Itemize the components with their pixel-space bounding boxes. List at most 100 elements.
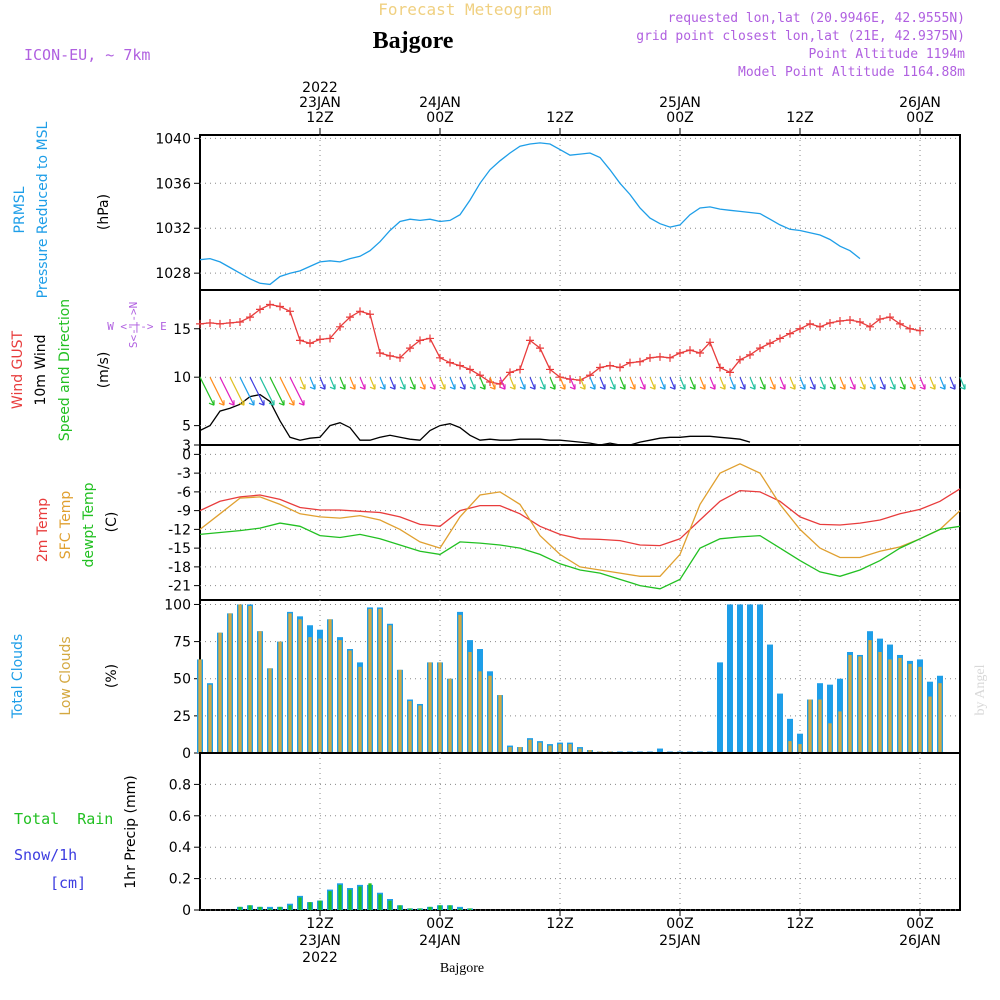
precip-ytick-label: 0.2 bbox=[169, 872, 191, 888]
wind-arrow bbox=[559, 376, 566, 390]
gust-marker bbox=[846, 316, 854, 325]
wind-arrow bbox=[839, 376, 846, 390]
temp-label-2: dewpt Temp bbox=[81, 482, 97, 567]
gust-marker bbox=[796, 324, 804, 333]
wind-arrow bbox=[709, 376, 716, 390]
wind-arrow bbox=[469, 376, 476, 390]
gust-marker bbox=[676, 348, 684, 357]
series-2m-temp bbox=[199, 488, 961, 547]
wind-arrow bbox=[199, 376, 215, 406]
gust-marker bbox=[766, 339, 774, 348]
gust-marker bbox=[416, 336, 424, 345]
gust-marker bbox=[466, 365, 474, 374]
model-altitude: Model Point Altitude 1164.88m bbox=[738, 65, 965, 80]
plot-layer: 1028 1032 1036 1040 3 5 10 15 -21 -18 -15 -12 -9 -6 -3… bbox=[155, 80, 966, 966]
bottom-time-label: 12Z bbox=[786, 916, 813, 932]
model-label: ICON-EU, ~ 7km bbox=[24, 46, 150, 64]
wind-arrow bbox=[439, 376, 446, 390]
wind-arrow-head bbox=[819, 384, 826, 390]
bar-low-clouds bbox=[588, 750, 592, 753]
wind-arrow bbox=[209, 376, 225, 406]
bar-low-clouds bbox=[938, 683, 942, 753]
gust-marker bbox=[656, 352, 664, 361]
wind-arrow bbox=[309, 376, 316, 390]
bar-snow-1h bbox=[308, 902, 312, 910]
wind-ytick-label: 10 bbox=[173, 370, 191, 386]
bar-low-clouds bbox=[348, 650, 352, 753]
wind-arrow bbox=[259, 376, 275, 406]
wind-arrow bbox=[909, 376, 916, 390]
wind-arrow bbox=[859, 376, 866, 390]
wind-arrow-head bbox=[258, 400, 265, 406]
temperature-frame bbox=[199, 444, 961, 601]
wind-arrow bbox=[929, 376, 936, 390]
bar-low-clouds bbox=[858, 656, 862, 753]
cloud-unit: (%) bbox=[104, 664, 120, 688]
bar-low-clouds bbox=[228, 613, 232, 753]
bar-low-clouds bbox=[888, 659, 892, 753]
wind-arrow-head bbox=[779, 384, 786, 390]
wind-arrow-head bbox=[449, 384, 456, 390]
wind-arrow bbox=[779, 376, 786, 390]
wind-arrow bbox=[299, 376, 306, 390]
bar-low-clouds bbox=[578, 748, 582, 753]
series-10m-wind bbox=[199, 393, 751, 446]
wind-arrow-head bbox=[369, 384, 376, 390]
gust-marker bbox=[216, 319, 224, 328]
top-time-label: 12Z bbox=[786, 110, 813, 126]
wind-arrow-head bbox=[519, 384, 526, 390]
gust-marker bbox=[506, 368, 514, 377]
gust-marker bbox=[686, 346, 694, 355]
gust-marker bbox=[826, 318, 834, 327]
wind-arrow bbox=[939, 376, 946, 390]
bar-low-clouds bbox=[338, 640, 342, 753]
wind-arrow bbox=[749, 376, 756, 390]
wind-arrow-head bbox=[399, 384, 406, 390]
gust-marker bbox=[606, 361, 614, 370]
precip-label-2: [cm] bbox=[50, 874, 86, 892]
clouds-ytick-label: 0 bbox=[182, 746, 191, 762]
pressure-ytick-label: 1036 bbox=[155, 176, 191, 192]
top-time-label: 12Z bbox=[546, 110, 573, 126]
gust-marker bbox=[446, 358, 454, 367]
bar-low-clouds bbox=[488, 675, 492, 753]
top-time-label: 12Z bbox=[306, 110, 333, 126]
bar-snow-1h bbox=[278, 906, 282, 910]
precip-labels: Total Rain Snow/1h [cm] 1hr Precip (mm) bbox=[14, 775, 139, 892]
wind-arrow bbox=[419, 376, 426, 390]
bottom-time-label: 12Z bbox=[306, 916, 333, 932]
series-wind-gust bbox=[199, 303, 921, 385]
gust-marker bbox=[536, 344, 544, 353]
bar-low-clouds bbox=[238, 604, 242, 753]
wind-arrow bbox=[329, 376, 336, 390]
wind-arrow-head bbox=[619, 384, 626, 390]
clouds-ytick-label: 100 bbox=[164, 597, 191, 613]
gust-marker bbox=[226, 318, 234, 327]
gust-marker bbox=[356, 307, 364, 316]
bar-low-clouds bbox=[418, 705, 422, 753]
wind-arrow bbox=[619, 376, 626, 390]
clouds-ytick-label: 25 bbox=[173, 709, 191, 725]
bar-total-clouds bbox=[757, 604, 763, 753]
gust-marker bbox=[296, 336, 304, 345]
bar-low-clouds bbox=[438, 662, 442, 753]
wind-arrow-head bbox=[409, 384, 416, 390]
bar-snow-1h bbox=[348, 889, 352, 910]
bar-snow-1h bbox=[268, 908, 272, 910]
wind-arrow bbox=[629, 376, 636, 390]
series-prmsl bbox=[199, 142, 861, 286]
wind-arrow bbox=[699, 376, 706, 390]
top-time-label: 2022 bbox=[302, 80, 338, 96]
bar-low-clouds bbox=[838, 711, 842, 753]
bottom-time-label: 2022 bbox=[302, 950, 338, 966]
wind-arrow bbox=[279, 376, 295, 406]
gust-marker bbox=[836, 317, 844, 325]
precip-ytick-label: 0 bbox=[182, 903, 191, 919]
bar-low-clouds bbox=[308, 637, 312, 753]
wind-arrow-head bbox=[539, 384, 546, 390]
wind-arrow-head bbox=[609, 384, 616, 390]
bar-total-clouds bbox=[737, 604, 743, 753]
bar-snow-1h bbox=[468, 908, 472, 910]
bar-low-clouds bbox=[298, 619, 302, 753]
top-time-label: 00Z bbox=[426, 110, 453, 126]
